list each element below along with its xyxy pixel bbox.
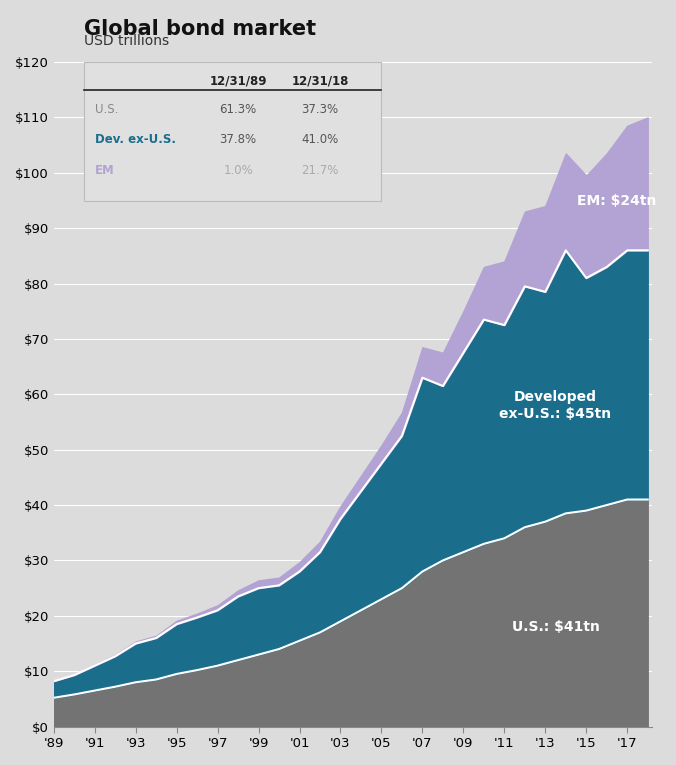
Text: 37.8%: 37.8% xyxy=(220,133,257,146)
Text: 61.3%: 61.3% xyxy=(220,103,257,116)
Text: U.S.: U.S. xyxy=(95,103,118,116)
Text: Dev. ex-U.S.: Dev. ex-U.S. xyxy=(95,133,176,146)
Text: USD trillions: USD trillions xyxy=(84,34,170,48)
Text: EM: $24tn: EM: $24tn xyxy=(577,194,656,207)
Text: U.S.: $41tn: U.S.: $41tn xyxy=(512,620,600,634)
Text: Global bond market: Global bond market xyxy=(84,19,316,39)
Text: 12/31/18: 12/31/18 xyxy=(291,75,349,88)
Text: 12/31/89: 12/31/89 xyxy=(210,75,267,88)
Text: Developed
ex-U.S.: $45tn: Developed ex-U.S.: $45tn xyxy=(500,390,612,421)
FancyBboxPatch shape xyxy=(84,62,381,200)
Text: 1.0%: 1.0% xyxy=(223,164,253,177)
Text: 21.7%: 21.7% xyxy=(301,164,339,177)
Text: EM: EM xyxy=(95,164,114,177)
Text: 37.3%: 37.3% xyxy=(301,103,339,116)
Text: 41.0%: 41.0% xyxy=(301,133,339,146)
